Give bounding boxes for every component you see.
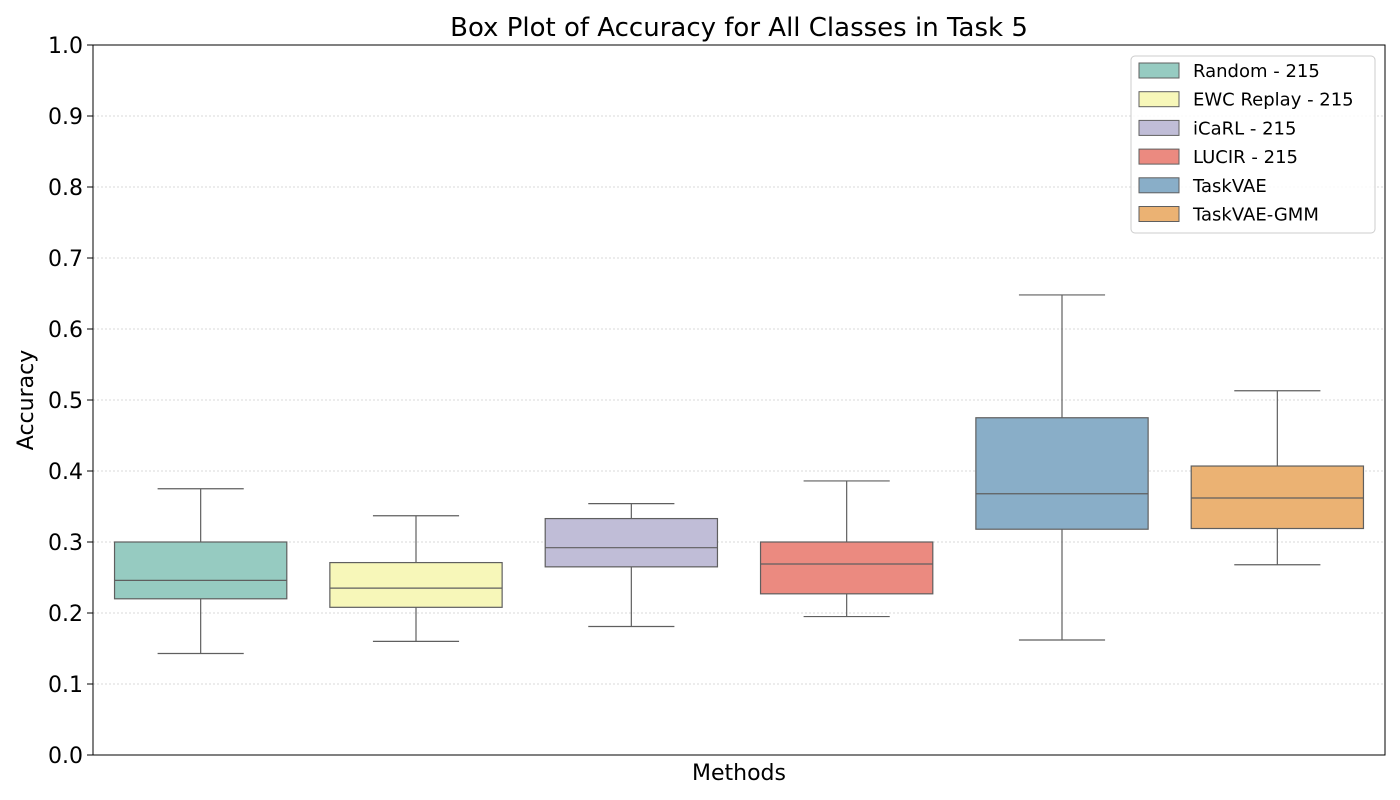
legend-label: iCaRL - 215 (1193, 118, 1296, 139)
y-tick-label: 0.0 (48, 744, 83, 769)
legend-swatch (1138, 177, 1180, 194)
box-lucir-215 (759, 480, 934, 618)
y-tick-label: 0.1 (48, 673, 83, 698)
legend-item: TaskVAE-GMM (1138, 205, 1319, 226)
y-tick-label: 0.3 (48, 531, 83, 556)
legend-swatch (1138, 91, 1180, 108)
box-icarl-215 (544, 503, 719, 628)
box-body (759, 541, 934, 595)
legend-label: TaskVAE-GMM (1192, 205, 1319, 226)
legend-label: Random - 215 (1193, 61, 1320, 82)
y-tick-label: 0.5 (48, 389, 83, 414)
y-axis-label: Accuracy (14, 350, 39, 450)
y-tick-label: 0.7 (48, 247, 83, 272)
legend-label: EWC Replay - 215 (1193, 90, 1354, 111)
legend-swatch (1138, 206, 1180, 222)
legend: Random - 215 EWC Replay - 215 iCaRL - 215 L… (1130, 55, 1376, 234)
y-tick-label: 0.9 (48, 105, 83, 130)
legend-item: EWC Replay - 215 (1138, 90, 1354, 111)
legend-label: TaskVAE (1192, 176, 1267, 197)
box-body (329, 561, 503, 608)
legend-item: Random - 215 (1138, 61, 1320, 82)
y-tick-label: 0.4 (48, 460, 83, 485)
legend-swatch (1138, 62, 1180, 79)
box-series (113, 294, 1365, 655)
chart-title: Box Plot of Accuracy for All Classes in … (450, 13, 1028, 43)
legend-item: iCaRL - 215 (1138, 118, 1296, 139)
box-body (975, 417, 1149, 530)
box-body (113, 541, 288, 600)
box-random-215 (113, 488, 288, 655)
legend-item: TaskVAE (1138, 176, 1267, 197)
y-axis-ticks: 0.0 0.1 0.2 0.3 0.4 0.5 0.6 0.7 0.8 0.9 1.0 (48, 34, 93, 769)
legend-item: LUCIR - 215 (1138, 147, 1298, 168)
box-ewc-replay-215 (329, 515, 503, 643)
legend-label: LUCIR - 215 (1193, 147, 1298, 168)
legend-frame (1130, 55, 1376, 234)
box-body (1190, 465, 1365, 530)
plot-frame (92, 44, 1386, 756)
legend-swatch (1138, 148, 1180, 165)
y-tick-label: 0.8 (48, 176, 83, 201)
box-taskvae-gmm (1190, 390, 1365, 566)
box-taskvae (975, 294, 1149, 641)
y-tick-label: 0.6 (48, 318, 83, 343)
y-tick-label: 0.2 (48, 602, 83, 627)
x-axis-label: Methods (692, 761, 786, 786)
legend-swatch (1138, 119, 1180, 136)
box-body (544, 517, 719, 568)
y-tick-label: 1.0 (48, 34, 83, 59)
